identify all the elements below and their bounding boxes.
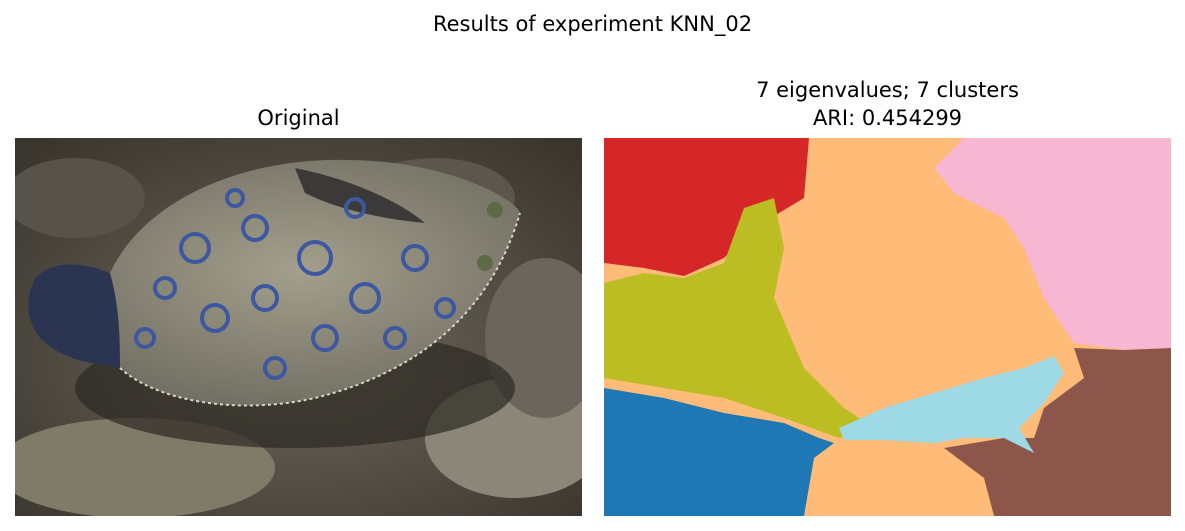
segmentation-title-line1: 7 eigenvalues; 7 clusters — [756, 78, 1019, 102]
figure-suptitle: Results of experiment KNN_02 — [432, 12, 753, 36]
segmentation-image — [604, 138, 1171, 516]
segmentation-title: 7 eigenvalues; 7 clusters ARI: 0.454299 — [604, 76, 1171, 132]
seg-cyan — [839, 356, 1064, 453]
seg-blue — [604, 388, 834, 516]
seg-red — [604, 138, 809, 276]
segmentation-title-line2: ARI: 0.454299 — [812, 106, 963, 130]
seg-olive — [604, 198, 874, 438]
seg-brown — [944, 348, 1171, 516]
original-title: Original — [257, 106, 340, 130]
seg-pink — [934, 138, 1171, 350]
original-image — [15, 138, 582, 516]
